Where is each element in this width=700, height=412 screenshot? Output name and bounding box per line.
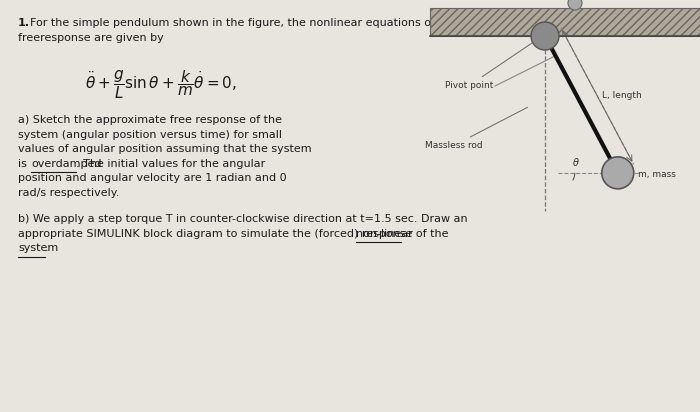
Text: position and angular velocity are 1 radian and 0: position and angular velocity are 1 radi… [18, 173, 286, 183]
Text: $\ddot{\theta} + \dfrac{g}{L}\sin\theta + \dfrac{k}{m}\dot{\theta} = 0,$: $\ddot{\theta} + \dfrac{g}{L}\sin\theta … [85, 68, 237, 101]
Text: m, mass: m, mass [638, 170, 676, 179]
Circle shape [568, 0, 582, 10]
Text: freeresponse are given by: freeresponse are given by [18, 33, 164, 43]
Text: rad/s respectively.: rad/s respectively. [18, 187, 120, 197]
Text: $\theta$: $\theta$ [572, 156, 580, 168]
Text: L, length: L, length [602, 91, 642, 101]
Text: Pivot point: Pivot point [445, 42, 533, 90]
Text: system (angular position versus time) for small: system (angular position versus time) fo… [18, 129, 282, 140]
Text: values of angular position assuming that the system: values of angular position assuming that… [18, 144, 312, 154]
Text: b) We apply a step torque T in counter-clockwise direction at t=1.5 sec. Draw an: b) We apply a step torque T in counter-c… [18, 214, 468, 224]
Text: non-linear: non-linear [356, 229, 413, 239]
Text: Massless rod: Massless rod [425, 107, 528, 150]
Text: is: is [18, 159, 30, 169]
Text: .: . [45, 243, 48, 253]
Text: . The initial values for the angular: . The initial values for the angular [76, 159, 265, 169]
Text: overdamped: overdamped [32, 159, 102, 169]
Text: system: system [18, 243, 58, 253]
Text: appropriate SIMULINK block diagram to simulate the (forced) response of the: appropriate SIMULINK block diagram to si… [18, 229, 452, 239]
Text: a) Sketch the approximate free response of the: a) Sketch the approximate free response … [18, 115, 282, 125]
Circle shape [531, 22, 559, 50]
Text: 1.: 1. [18, 18, 30, 28]
Bar [430, 8, 700, 36]
Circle shape [602, 157, 634, 189]
Text: For the simple pendulum shown in the figure, the nonlinear equations of motion f: For the simple pendulum shown in the fig… [30, 18, 496, 28]
